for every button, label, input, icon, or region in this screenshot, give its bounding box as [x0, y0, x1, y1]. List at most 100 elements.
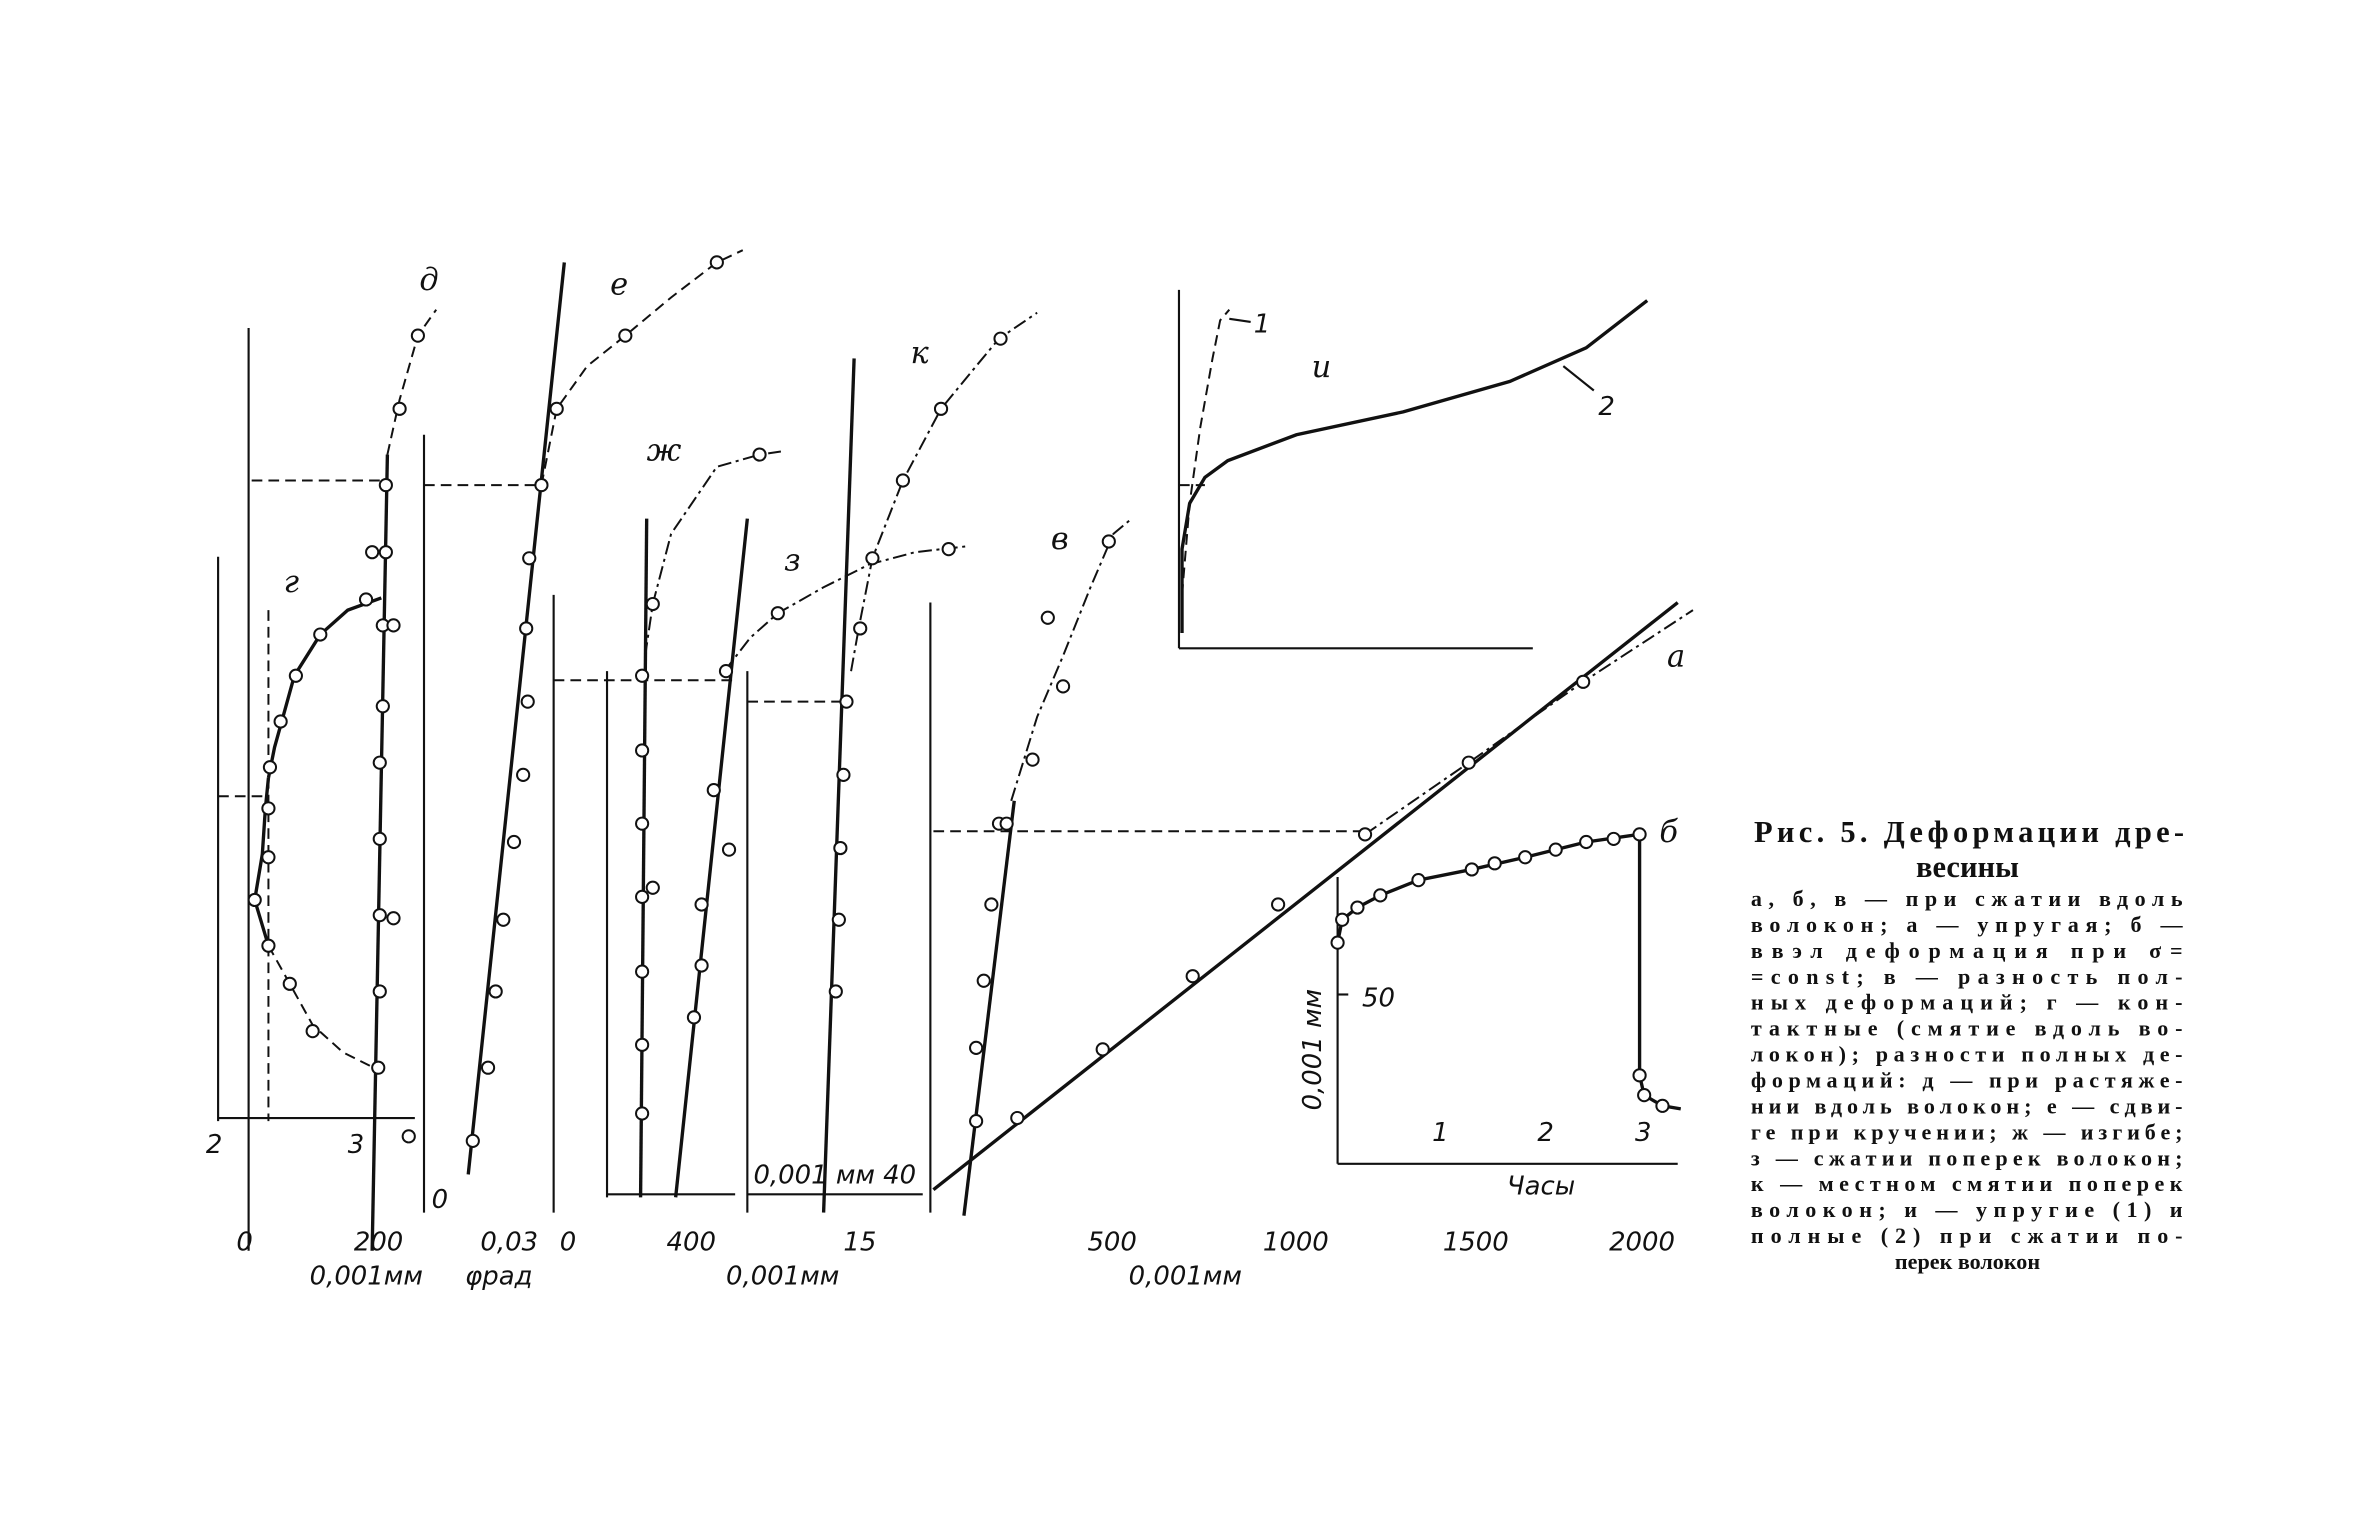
- tick-label: 1500: [1443, 1228, 1509, 1258]
- curve: [962, 800, 1016, 1216]
- data-point: [305, 1024, 320, 1039]
- data-point: [1579, 834, 1594, 850]
- data-point: [831, 912, 846, 927]
- data-point: [1411, 873, 1426, 888]
- data-point: [378, 477, 393, 493]
- panel-label: е: [610, 267, 628, 302]
- data-point: [1101, 534, 1116, 549]
- data-point: [1330, 935, 1345, 950]
- panel-label: д: [419, 263, 438, 298]
- panel-label: ж: [647, 434, 682, 469]
- data-point: [752, 447, 767, 462]
- caption-line: тактные (смятие вдоль во-: [1751, 1016, 2183, 1041]
- curve: [266, 596, 382, 779]
- data-point: [618, 328, 633, 343]
- curve: [932, 601, 1679, 1192]
- data-point: [718, 664, 734, 679]
- data-point: [365, 545, 380, 560]
- data-point: [522, 551, 537, 566]
- tick-label: 0: [560, 1228, 576, 1258]
- data-point: [828, 984, 843, 999]
- curve-marker: 2: [1598, 392, 1614, 422]
- caption-line: нии вдоль волокон; е — сдви-: [1751, 1093, 2183, 1118]
- data-point: [1373, 888, 1388, 903]
- data-point: [1637, 1088, 1652, 1103]
- axis-label: 0,001 мм: [1298, 989, 1328, 1110]
- data-point: [853, 621, 868, 636]
- curve: [821, 358, 856, 1213]
- curve: [1180, 299, 1649, 634]
- panel-label: к: [911, 336, 930, 371]
- data-point: [709, 255, 724, 270]
- tick-label: 400: [667, 1228, 716, 1258]
- data-point: [273, 714, 288, 729]
- data-point: [1095, 1042, 1110, 1057]
- data-point: [480, 1060, 496, 1075]
- curve: [540, 249, 744, 486]
- tick-label: 15: [843, 1228, 876, 1258]
- panel-label: з: [784, 543, 801, 578]
- data-point: [1271, 897, 1286, 912]
- data-point: [313, 627, 328, 642]
- data-point: [1335, 912, 1350, 927]
- data-point: [261, 801, 276, 816]
- panel-label: б: [1659, 815, 1678, 850]
- curve: [1010, 517, 1133, 802]
- data-point: [836, 767, 851, 782]
- leader: [1562, 365, 1595, 392]
- data-point: [941, 542, 956, 557]
- data-point: [1461, 755, 1476, 770]
- curve: [370, 454, 390, 1251]
- curve-marker: 3: [348, 1130, 364, 1160]
- caption-line: =const; в — разность пол-: [1751, 964, 2183, 989]
- data-point: [1576, 674, 1591, 689]
- data-point: [534, 477, 549, 493]
- panel-label: в: [1051, 522, 1069, 557]
- data-point: [262, 760, 278, 775]
- caption-line: волокон; а — упругая; б —: [1751, 912, 2184, 937]
- data-point: [1185, 969, 1200, 984]
- tick-label: 0: [236, 1228, 252, 1258]
- axis-label: 0,001мм: [1129, 1261, 1242, 1291]
- data-point: [969, 1040, 984, 1055]
- curve: [638, 518, 649, 1198]
- data-point: [401, 1129, 416, 1144]
- curve: [466, 262, 566, 1175]
- axis-label: φрад: [465, 1261, 532, 1291]
- data-point: [635, 889, 650, 904]
- tick-label: 0,03: [480, 1228, 538, 1258]
- curve-marker: 2: [206, 1130, 222, 1160]
- data-point: [833, 840, 848, 856]
- data-point: [1632, 1068, 1647, 1083]
- tick-label: 3: [1635, 1118, 1651, 1148]
- data-point: [1464, 862, 1479, 877]
- caption-line: а, б, в — при сжатии вдоль: [1751, 886, 2183, 911]
- data-point: [635, 668, 650, 683]
- data-point: [645, 596, 660, 612]
- curve: [1181, 309, 1231, 595]
- axis-label: 0,001мм: [310, 1261, 423, 1291]
- data-point: [839, 694, 854, 709]
- panel-label: г: [284, 565, 299, 600]
- tick-label: 1000: [1263, 1228, 1329, 1258]
- caption-line: з — сжатии поперек волокон;: [1751, 1145, 2183, 1170]
- data-point: [969, 1113, 984, 1129]
- tick-label: 0,001 мм 40: [753, 1161, 916, 1191]
- data-point: [372, 831, 387, 847]
- data-point: [1632, 827, 1647, 842]
- data-point: [1548, 842, 1563, 857]
- data-point: [1487, 856, 1502, 871]
- panel-label: а: [1667, 640, 1685, 675]
- curve: [723, 545, 969, 672]
- curve: [386, 309, 438, 455]
- data-point: [984, 897, 999, 912]
- data-point: [999, 816, 1014, 831]
- data-point: [635, 1037, 650, 1052]
- data-point: [372, 755, 387, 770]
- data-point: [770, 606, 785, 621]
- caption-title: весины: [1916, 850, 2019, 884]
- caption-line: локон); разности полных де-: [1751, 1042, 2183, 1067]
- data-point: [865, 551, 880, 566]
